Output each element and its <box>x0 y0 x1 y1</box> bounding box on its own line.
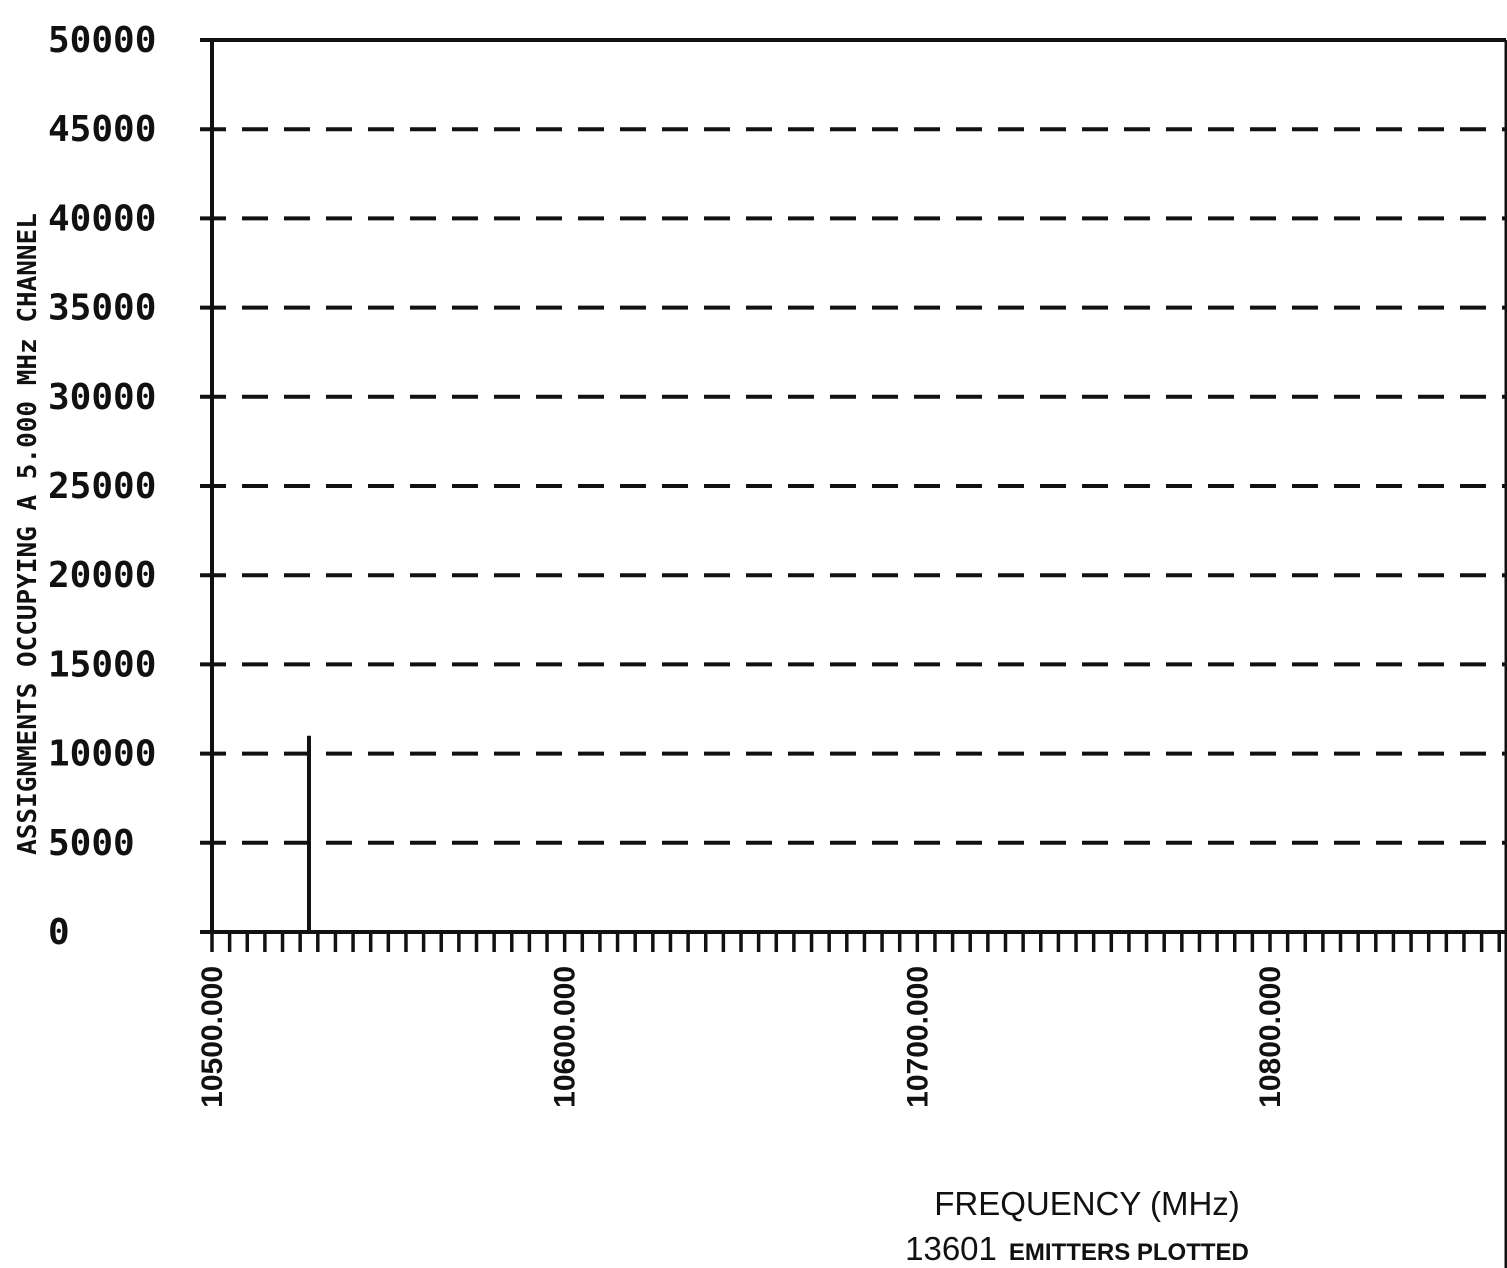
y-tick-label-10: 50000 <box>48 20 156 61</box>
x-tick-label-0: 10500.000 <box>196 966 229 1108</box>
x-tick-label-3: 10800.000 <box>1254 966 1287 1108</box>
y-tick-labels: 0 5000 10000 15000 20000 25000 30000 35000 40000… <box>48 20 156 953</box>
y-tick-label-4: 20000 <box>48 555 156 596</box>
caption-text: EMITTERS PLOTTED <box>1009 1239 1249 1266</box>
y-tick-label-8: 40000 <box>48 198 156 239</box>
y-tick-label-7: 35000 <box>48 288 156 329</box>
y-tick-label-6: 30000 <box>48 377 156 418</box>
y-tick-label-3: 15000 <box>48 644 156 685</box>
y-axis-label: ASSIGNMENTS OCCUPYING A 5.000 MHz CHANNE… <box>13 213 43 855</box>
y-tick-label-2: 10000 <box>48 734 156 775</box>
x-tick-labels: 10500.000 10600.000 10700.000 10800.000 <box>196 966 1287 1108</box>
y-tick-label-1: 5000 <box>48 823 135 864</box>
y-tick-label-5: 25000 <box>48 466 156 507</box>
caption: 13601 EMITTERS PLOTTED <box>905 1230 1249 1267</box>
x-axis-label: FREQUENCY (MHz) <box>934 1185 1240 1222</box>
x-minor-ticks <box>210 934 1501 952</box>
x-tick-label-1: 10600.000 <box>549 966 582 1108</box>
axes <box>210 38 1507 1268</box>
x-tick-label-2: 10700.000 <box>901 966 934 1108</box>
emitter-count: 13601 <box>905 1230 997 1267</box>
y-tick-label-9: 45000 <box>48 109 156 150</box>
gridlines <box>200 38 1506 934</box>
y-tick-label-0: 0 <box>48 912 70 953</box>
